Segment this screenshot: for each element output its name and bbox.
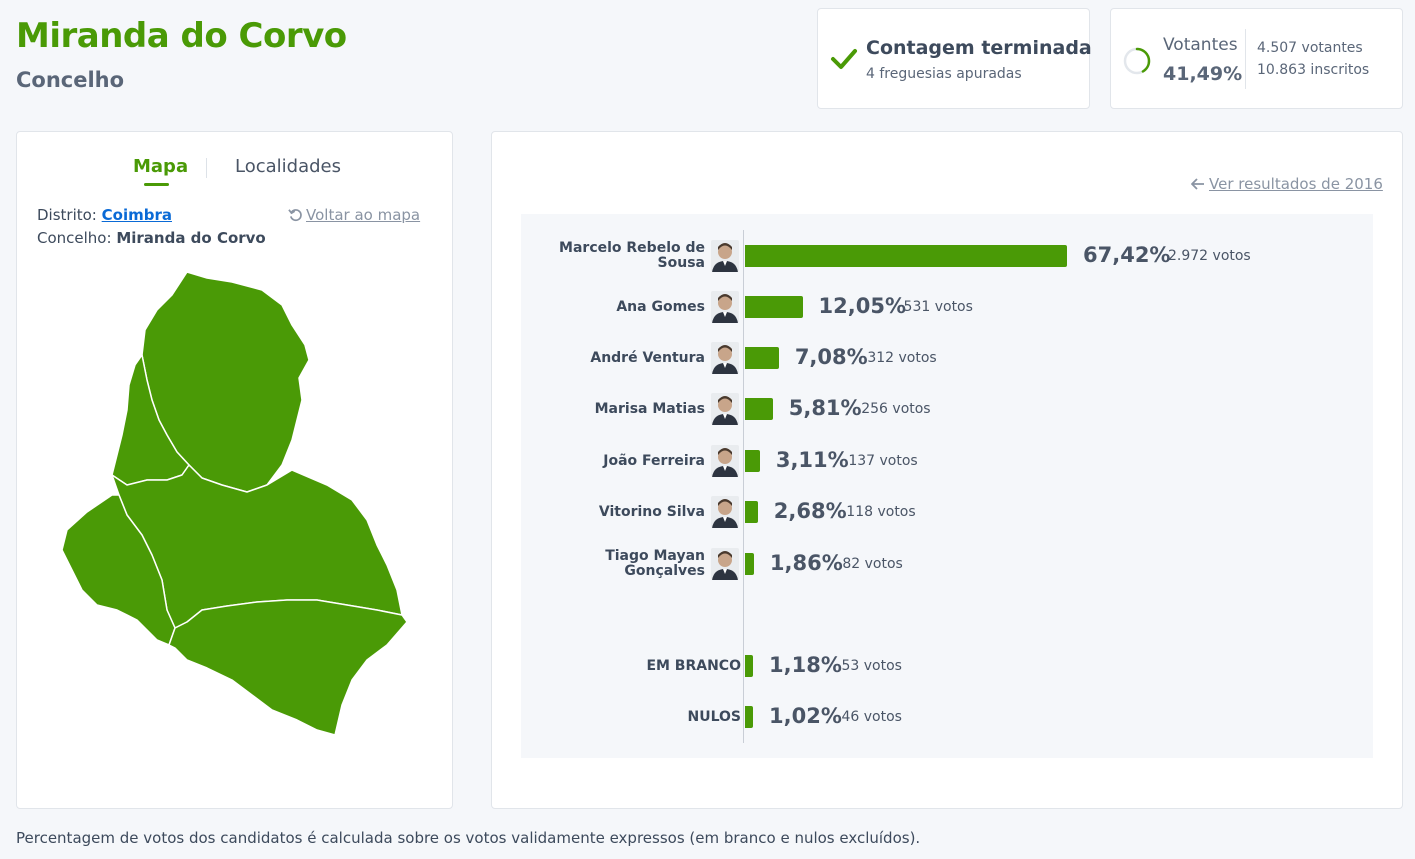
previous-results-link[interactable]: Ver resultados de 2016 [1191,175,1383,193]
result-bar [745,706,753,728]
status-title: Contagem terminada [866,37,1092,59]
result-row-candidate: André Ventura 7,08% 312 votos [521,338,1373,378]
result-bar [745,553,754,575]
candidate-portrait-icon [711,342,739,374]
tab-divider [206,158,207,178]
result-votes: 137 votos [848,453,918,469]
result-votes: 53 votos [841,658,902,674]
divider [1245,29,1246,89]
result-bar [745,245,1067,267]
candidate-name: Tiago Mayan Gonçalves [605,548,705,579]
candidate-portrait-icon [711,496,739,528]
result-votes: 312 votos [867,350,937,366]
active-tab-indicator [144,183,169,186]
candidate-name: Vitorino Silva [598,504,705,520]
result-row-candidate: Marisa Matias 5,81% 256 votos [521,389,1373,429]
result-votes: 256 votos [861,401,931,417]
district-info: Distrito: Coimbra [37,206,172,224]
result-bar [745,347,779,369]
candidate-name: André Ventura [590,350,705,366]
map-panel: Mapa Localidades Distrito: Coimbra Conce… [16,131,453,809]
result-row-other: NULOS 1,02% 46 votos [521,697,1373,737]
candidate-name: Marcelo Rebelo de Sousa [559,240,705,271]
candidate-portrait-icon [711,393,739,425]
turnout-ring-icon [1123,47,1151,75]
results-panel: Ver resultados de 2016 Marcelo Rebelo de… [491,131,1403,809]
results-chart: Marcelo Rebelo de Sousa 67,42% 2.972 votos A… [521,214,1373,758]
result-row-candidate: João Ferreira 3,11% 137 votos [521,441,1373,481]
check-icon [831,49,857,69]
candidate-portrait-icon [711,548,739,580]
result-row-other: EM BRANCO 1,18% 53 votos [521,646,1373,686]
candidate-portrait-icon [711,240,739,272]
result-row-candidate: Ana Gomes 12,05% 531 votos [521,287,1373,327]
page-title: Miranda do Corvo [16,16,347,56]
previous-results-label: Ver resultados de 2016 [1209,175,1383,193]
count-status-card: Contagem terminada 4 freguesias apuradas [817,8,1092,109]
result-bar [745,398,773,420]
arrow-left-icon [1191,178,1204,190]
candidate-name: Ana Gomes [616,299,705,315]
turnout-card: Votantes 41,49% 4.507 votantes 10.863 in… [1110,8,1403,109]
registered-count: 10.863 inscritos [1257,62,1370,78]
municipality-label: Concelho: [37,229,112,247]
candidate-portrait-icon [711,445,739,477]
status-subtitle: 4 freguesias apuradas [866,66,1022,82]
result-bar [745,655,753,677]
result-votes: 2.972 votos [1168,248,1251,264]
voters-count: 4.507 votantes [1257,40,1363,56]
result-row-candidate: Marcelo Rebelo de Sousa 67,42% 2.972 votos [521,236,1373,276]
result-percent: 12,05% [818,294,907,318]
municipality-map [61,271,408,736]
result-votes: 82 votos [842,556,903,572]
result-votes: 531 votos [903,299,973,315]
footnote: Percentagem de votos dos candidatos é ca… [16,829,921,847]
result-row-candidate: Tiago Mayan Gonçalves 1,86% 82 votos [521,544,1373,584]
result-percent: 3,11% [775,448,849,472]
result-bar [745,296,803,318]
chart-axis [743,230,744,743]
parish-region-south[interactable] [168,599,408,736]
candidate-portrait-icon [711,291,739,323]
result-votes: 46 votos [841,709,902,725]
voters-label: Votantes [1163,35,1238,55]
tab-map[interactable]: Mapa [133,156,189,177]
result-votes: 118 votos [846,504,916,520]
result-row-candidate: Vitorino Silva 2,68% 118 votos [521,492,1373,532]
result-percent: 7,08% [794,345,868,369]
candidate-name: NULOS [687,709,742,725]
result-percent: 2,68% [773,499,847,523]
result-percent: 1,86% [769,551,843,575]
undo-icon [288,209,302,222]
result-percent: 67,42% [1083,243,1171,267]
result-percent: 5,81% [788,396,862,420]
candidate-name: EM BRANCO [646,658,741,674]
back-to-map-link[interactable]: Voltar ao mapa [288,206,421,224]
municipality-value: Miranda do Corvo [116,229,266,247]
candidate-name: João Ferreira [603,453,705,469]
turnout-percent: 41,49% [1163,63,1243,85]
back-to-map-label: Voltar ao mapa [306,206,421,224]
district-label: Distrito: [37,206,97,224]
result-bar [745,501,758,523]
candidate-name: Marisa Matias [594,401,705,417]
result-bar [745,450,760,472]
result-percent: 1,18% [769,653,842,677]
municipality-info: Concelho: Miranda do Corvo [37,229,266,247]
tab-localities[interactable]: Localidades [235,156,341,177]
district-link[interactable]: Coimbra [101,206,172,224]
page-subtitle: Concelho [16,68,125,92]
result-percent: 1,02% [769,704,842,728]
